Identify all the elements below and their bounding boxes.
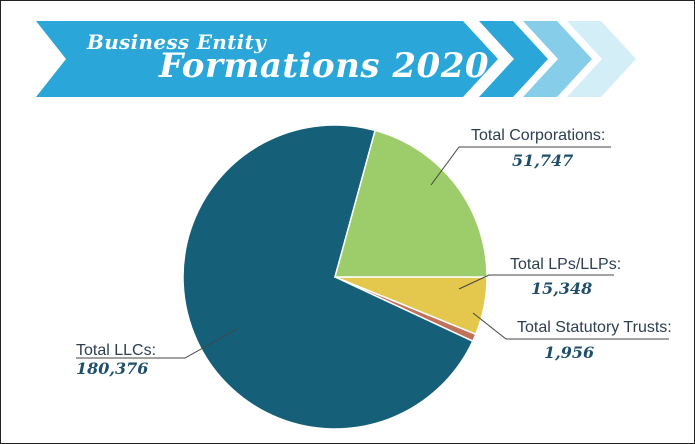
- value-corporations: 51,747: [512, 151, 574, 170]
- value-llcs: 180,376: [76, 359, 149, 378]
- slice-corporations: [334, 129, 488, 278]
- leader-corporations: [430, 146, 611, 186]
- title-line-1: Business Entity: [87, 30, 267, 54]
- title-banner: [36, 21, 636, 97]
- leader-lps-llps: [458, 274, 614, 290]
- chevron-1-icon: [479, 21, 548, 97]
- chevron-2-icon: [523, 21, 592, 97]
- leader-llcs: [76, 328, 238, 359]
- label-corporations: Total Corporations:: [471, 127, 606, 144]
- leader-statutory-trusts: [472, 312, 669, 340]
- label-llcs: Total LLCs:: [76, 342, 157, 359]
- title-line-2: Formations 2020: [159, 46, 490, 86]
- banner-arrow: [36, 21, 498, 97]
- label-lps-llps: Total LPs/LLPs:: [510, 256, 622, 273]
- value-statutory-trusts: 1,956: [544, 343, 595, 362]
- label-statutory-trusts: Total Statutory Trusts:: [517, 319, 672, 336]
- chevron-3-icon: [567, 21, 636, 97]
- value-lps-llps: 15,348: [531, 279, 593, 298]
- slice-llcs: [182, 124, 474, 430]
